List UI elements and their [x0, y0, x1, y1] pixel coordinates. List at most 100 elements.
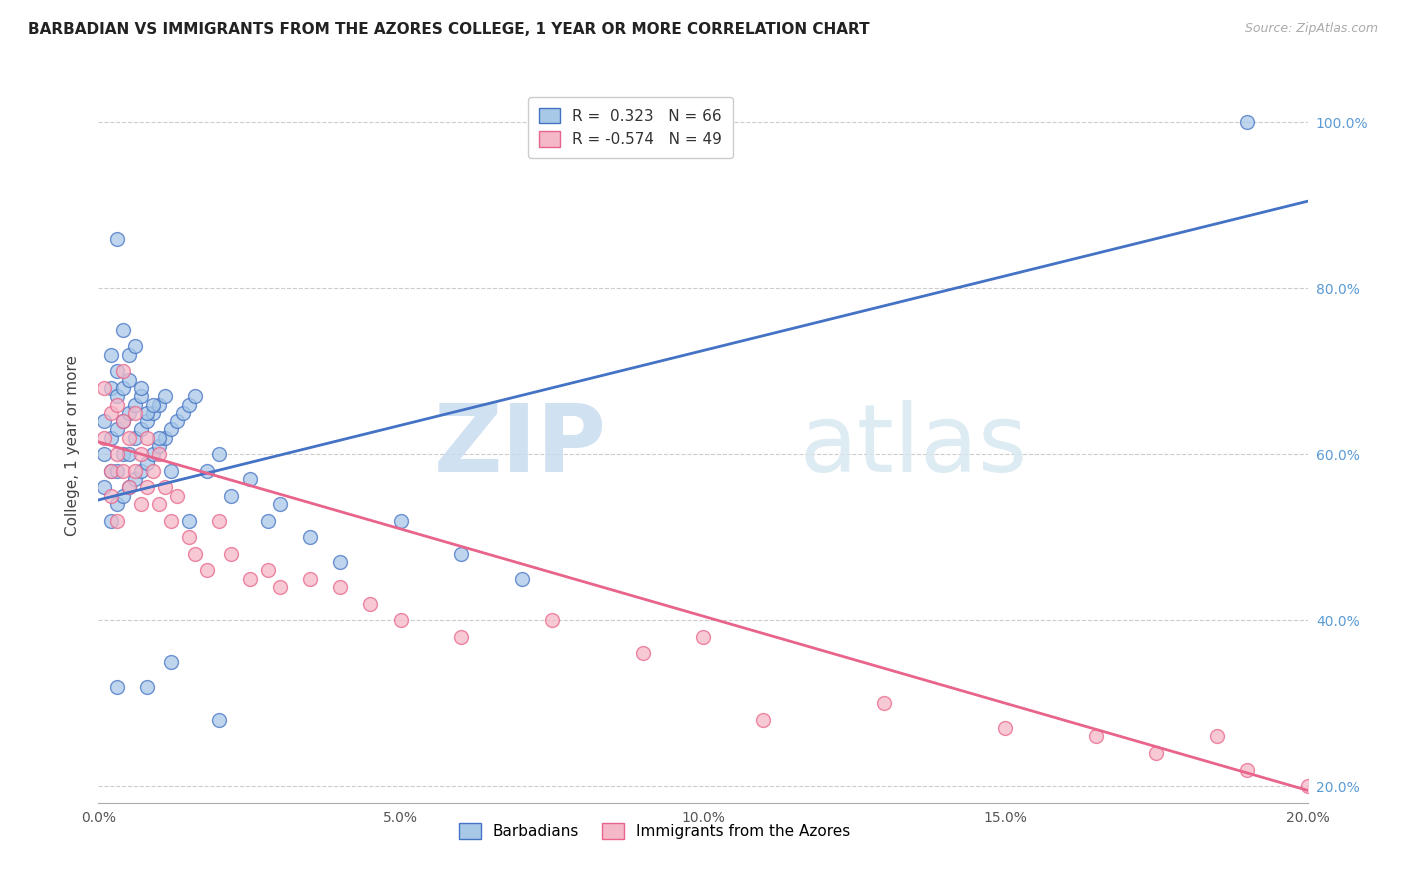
Text: atlas: atlas [800, 400, 1028, 492]
Point [100, 348, 122, 362]
Point [179, 530, 201, 544]
Point [100, 464, 122, 478]
Point [129, 447, 152, 461]
Point [111, 414, 134, 428]
Point [105, 464, 128, 478]
Point [124, 397, 146, 411]
Point [873, 696, 896, 710]
Point [148, 497, 170, 511]
Point [100, 514, 122, 528]
Point [111, 364, 134, 378]
Text: Source: ZipAtlas.com: Source: ZipAtlas.com [1244, 22, 1378, 36]
Point [184, 389, 207, 403]
Text: BARBADIAN VS IMMIGRANTS FROM THE AZORES COLLEGE, 1 YEAR OR MORE CORRELATION CHAR: BARBADIAN VS IMMIGRANTS FROM THE AZORES … [28, 22, 870, 37]
Point [329, 555, 352, 569]
Point [389, 613, 412, 627]
Point [129, 497, 152, 511]
Point [129, 381, 152, 395]
Point [124, 431, 146, 445]
Point [256, 514, 278, 528]
Point [100, 489, 122, 503]
Point [148, 447, 170, 461]
Point [160, 464, 183, 478]
Point [153, 431, 176, 445]
Point [129, 464, 152, 478]
Point [124, 472, 146, 486]
Point [450, 547, 472, 561]
Point [142, 447, 165, 461]
Point [93, 431, 115, 445]
Point [129, 422, 152, 436]
Point [111, 323, 134, 337]
Point [166, 414, 188, 428]
Point [692, 630, 714, 644]
Point [100, 406, 122, 420]
Point [1144, 746, 1167, 760]
Point [148, 431, 170, 445]
Point [160, 514, 183, 528]
Point [105, 497, 128, 511]
Point [994, 721, 1017, 735]
Point [135, 414, 157, 428]
Point [269, 580, 291, 594]
Point [208, 514, 231, 528]
Point [93, 414, 115, 428]
Point [118, 348, 141, 362]
Point [153, 389, 176, 403]
Point [1206, 730, 1229, 744]
Point [221, 489, 243, 503]
Point [111, 489, 134, 503]
Point [221, 547, 243, 561]
Point [360, 597, 382, 611]
Point [135, 406, 157, 420]
Point [389, 514, 412, 528]
Point [118, 431, 141, 445]
Point [148, 397, 170, 411]
Point [105, 447, 128, 461]
Point [631, 647, 654, 661]
Point [93, 381, 115, 395]
Point [184, 547, 207, 561]
Point [105, 397, 128, 411]
Point [208, 447, 231, 461]
Point [1296, 779, 1319, 793]
Point [179, 514, 201, 528]
Point [111, 464, 134, 478]
Point [124, 339, 146, 353]
Point [510, 572, 533, 586]
Point [111, 447, 134, 461]
Point [153, 481, 176, 495]
Point [105, 364, 128, 378]
Point [299, 530, 322, 544]
Point [450, 630, 472, 644]
Point [105, 231, 128, 245]
Point [239, 572, 262, 586]
Point [195, 564, 218, 578]
Point [135, 456, 157, 470]
Point [105, 422, 128, 436]
Point [160, 422, 183, 436]
Y-axis label: College, 1 year or more: College, 1 year or more [65, 356, 80, 536]
Point [1085, 730, 1108, 744]
Point [208, 713, 231, 727]
Point [111, 414, 134, 428]
Point [195, 464, 218, 478]
Point [329, 580, 352, 594]
Point [269, 497, 291, 511]
Point [118, 406, 141, 420]
Point [179, 397, 201, 411]
Point [1236, 763, 1258, 777]
Point [142, 397, 165, 411]
Point [118, 481, 141, 495]
Point [100, 464, 122, 478]
Point [142, 464, 165, 478]
Point [118, 481, 141, 495]
Point [93, 447, 115, 461]
Point [135, 481, 157, 495]
Point [105, 389, 128, 403]
Text: ZIP: ZIP [433, 400, 606, 492]
Point [105, 514, 128, 528]
Point [166, 489, 188, 503]
Point [239, 472, 262, 486]
Point [111, 381, 134, 395]
